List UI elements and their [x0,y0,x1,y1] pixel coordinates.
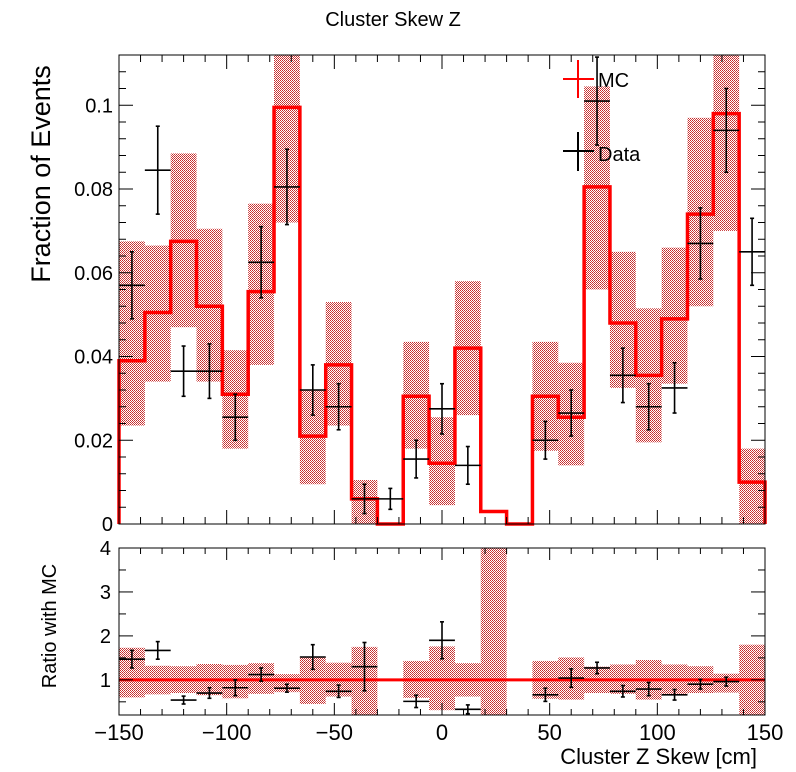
x-tick-label: 0 [436,720,448,745]
ratio-band-14 [480,548,507,715]
x-tick-label: −100 [202,720,252,745]
ratio-points [119,621,740,715]
legend-data-label: Data [598,144,641,166]
main-y-tick-label: 0.04 [74,347,113,369]
mc-histogram [117,105,767,526]
ratio-y-tick-label: 2 [100,626,111,648]
x-axis-label: Cluster Z Skew [cm] [560,744,757,769]
main-y-tick-label: 0.08 [74,179,113,201]
x-tick-label: 150 [747,720,784,745]
main-x-ticks [118,55,766,524]
x-tick-label: −50 [316,720,353,745]
main-y-axis: 0 0.02 0.04 0.06 0.08 0.1 [74,71,765,536]
data-points [119,56,765,515]
main-y-tick-label: 0.02 [74,430,113,452]
legend: MC Data [563,60,641,171]
mc-histogram-line [117,105,767,526]
main-y-tick-label: 0.1 [85,95,113,117]
mc-band-21 [661,247,688,384]
main-y-tick-label: 0 [102,514,113,536]
legend-mc-label: MC [598,70,629,92]
x-tick-label: 50 [537,720,561,745]
ratio-x-axis: −150 −100 −50 0 50 100 150 [94,548,783,745]
ratio-y-axis-label: Ratio with MC [39,564,61,688]
x-tick-label: −150 [94,720,144,745]
ratio-y-tick-label: 4 [100,538,111,560]
mc-uncertainty-bands [119,55,765,524]
ratio-y-tick-label: 1 [100,670,111,692]
x-tick-label: 100 [639,720,676,745]
chart-title: Cluster Skew Z [325,9,461,31]
main-panel: 00.020.040.060.080.1 Fraction of Events … [26,54,767,536]
mc-band-24 [739,448,765,524]
ratio-y-axis: 1 2 3 4 [100,538,765,703]
main-y-tick-label: 0.06 [74,263,113,285]
main-y-axis-label: Fraction of Events [26,65,56,283]
ratio-y-tick-label: 3 [100,582,111,604]
